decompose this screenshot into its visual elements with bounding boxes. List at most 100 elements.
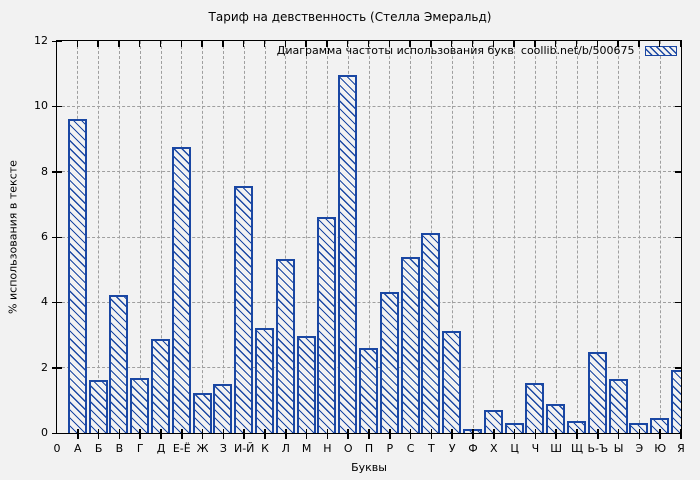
x-tick-mark xyxy=(638,428,641,439)
v-gridline xyxy=(597,40,599,433)
legend-label: Диаграмма частоты использования букв coo… xyxy=(276,44,635,57)
v-gridline xyxy=(98,40,100,433)
y-tick-mark-right xyxy=(674,171,681,173)
x-tick-label: Д xyxy=(156,442,166,455)
x-tick-label: Ф xyxy=(468,442,478,455)
x-tick-mark xyxy=(222,428,225,439)
v-gridline xyxy=(451,40,453,433)
bar xyxy=(567,421,586,433)
x-tick-mark xyxy=(617,428,620,439)
x-tick-mark-top xyxy=(222,40,224,47)
x-tick-mark-top xyxy=(242,40,245,47)
bar xyxy=(400,256,420,433)
x-tick-mark xyxy=(160,428,162,439)
y-tick-mark xyxy=(52,367,62,369)
x-tick-mark-top xyxy=(201,40,203,47)
y-tick-mark-right xyxy=(674,105,681,108)
v-gridline xyxy=(659,40,661,433)
x-tick-mark-top xyxy=(575,40,578,47)
x-tick-mark-top xyxy=(326,40,328,47)
y-tick-label: 2 xyxy=(41,360,48,374)
x-tick-mark xyxy=(472,428,474,439)
x-tick-label: Л xyxy=(281,442,290,455)
v-gridline xyxy=(202,40,204,433)
x-tick-label: 0 xyxy=(53,442,61,455)
x-tick-label: Ж xyxy=(196,442,209,455)
x-tick-mark-top xyxy=(159,40,162,47)
v-gridline xyxy=(222,40,224,433)
bar xyxy=(338,74,358,433)
x-tick-label: М xyxy=(301,442,312,455)
bar xyxy=(379,292,399,433)
v-gridline xyxy=(118,40,120,433)
y-tick-mark xyxy=(52,171,62,173)
x-tick-mark-top xyxy=(180,40,183,47)
x-tick-label: О xyxy=(343,442,353,455)
x-tick-label: Ц xyxy=(510,442,519,455)
x-tick-mark-top xyxy=(284,40,287,47)
x-tick-label: Ь-Ъ xyxy=(587,442,609,455)
bar xyxy=(234,185,254,433)
x-tick-mark xyxy=(534,428,537,439)
x-tick-label: В xyxy=(115,442,124,455)
chart-title: Тариф на девственность (Стелла Эмеральд) xyxy=(208,10,492,24)
x-tick-mark-top xyxy=(534,40,536,47)
bar xyxy=(130,377,150,433)
bar xyxy=(151,339,170,433)
x-tick-mark-top xyxy=(346,40,349,47)
x-tick-label: И-Й xyxy=(233,442,255,455)
x-tick-mark-top xyxy=(138,40,141,47)
x-tick-mark-top xyxy=(450,40,453,47)
x-tick-label: Г xyxy=(136,442,144,455)
y-tick-label: 8 xyxy=(41,164,48,178)
x-tick-mark-top xyxy=(388,40,391,47)
bar xyxy=(546,404,566,433)
x-tick-mark xyxy=(409,428,412,439)
x-tick-mark xyxy=(555,428,557,439)
x-tick-label: Т xyxy=(428,442,435,455)
x-tick-mark-top xyxy=(492,40,495,47)
bar xyxy=(109,294,129,433)
x-tick-mark xyxy=(389,428,391,439)
x-tick-mark-top xyxy=(263,40,266,47)
x-tick-label: С xyxy=(406,442,415,455)
bar xyxy=(504,423,524,433)
x-tick-mark-top xyxy=(471,40,474,47)
y-tick-mark xyxy=(52,301,62,304)
bar xyxy=(296,336,316,433)
bar xyxy=(67,118,87,433)
x-tick-mark-top xyxy=(367,40,370,47)
x-axis-title: Буквы xyxy=(351,461,387,474)
x-tick-mark-top xyxy=(305,40,307,47)
x-tick-label: Р xyxy=(386,442,394,455)
x-tick-mark xyxy=(451,428,453,439)
x-tick-label: Х xyxy=(490,442,498,455)
x-tick-label: Я xyxy=(677,442,685,455)
y-tick-label: 0 xyxy=(41,426,48,439)
bar xyxy=(650,417,670,433)
x-tick-mark xyxy=(264,428,266,439)
legend: Диаграмма частоты использования букв coo… xyxy=(277,44,677,58)
x-tick-label: П xyxy=(364,442,374,455)
x-tick-mark xyxy=(659,428,661,439)
x-tick-label: Ю xyxy=(654,442,667,455)
x-tick-label: А xyxy=(74,442,82,455)
x-tick-mark-top xyxy=(596,40,599,47)
x-tick-mark xyxy=(305,428,308,439)
v-gridline xyxy=(514,40,516,433)
x-tick-mark xyxy=(181,428,183,439)
y-tick-label: 12 xyxy=(34,34,48,47)
x-tick-mark-top xyxy=(97,40,99,47)
bar xyxy=(629,423,649,433)
plot-area: Диаграмма частоты использования букв coo… xyxy=(55,39,682,434)
v-gridline xyxy=(389,40,391,433)
bar xyxy=(275,259,295,433)
x-tick-label: К xyxy=(261,442,269,455)
y-tick-mark-right xyxy=(674,301,681,304)
x-tick-mark xyxy=(493,428,495,439)
x-tick-mark-top xyxy=(118,40,120,47)
x-tick-label: Ы xyxy=(613,442,624,455)
x-tick-mark xyxy=(118,428,121,439)
x-tick-mark-top xyxy=(76,40,79,47)
